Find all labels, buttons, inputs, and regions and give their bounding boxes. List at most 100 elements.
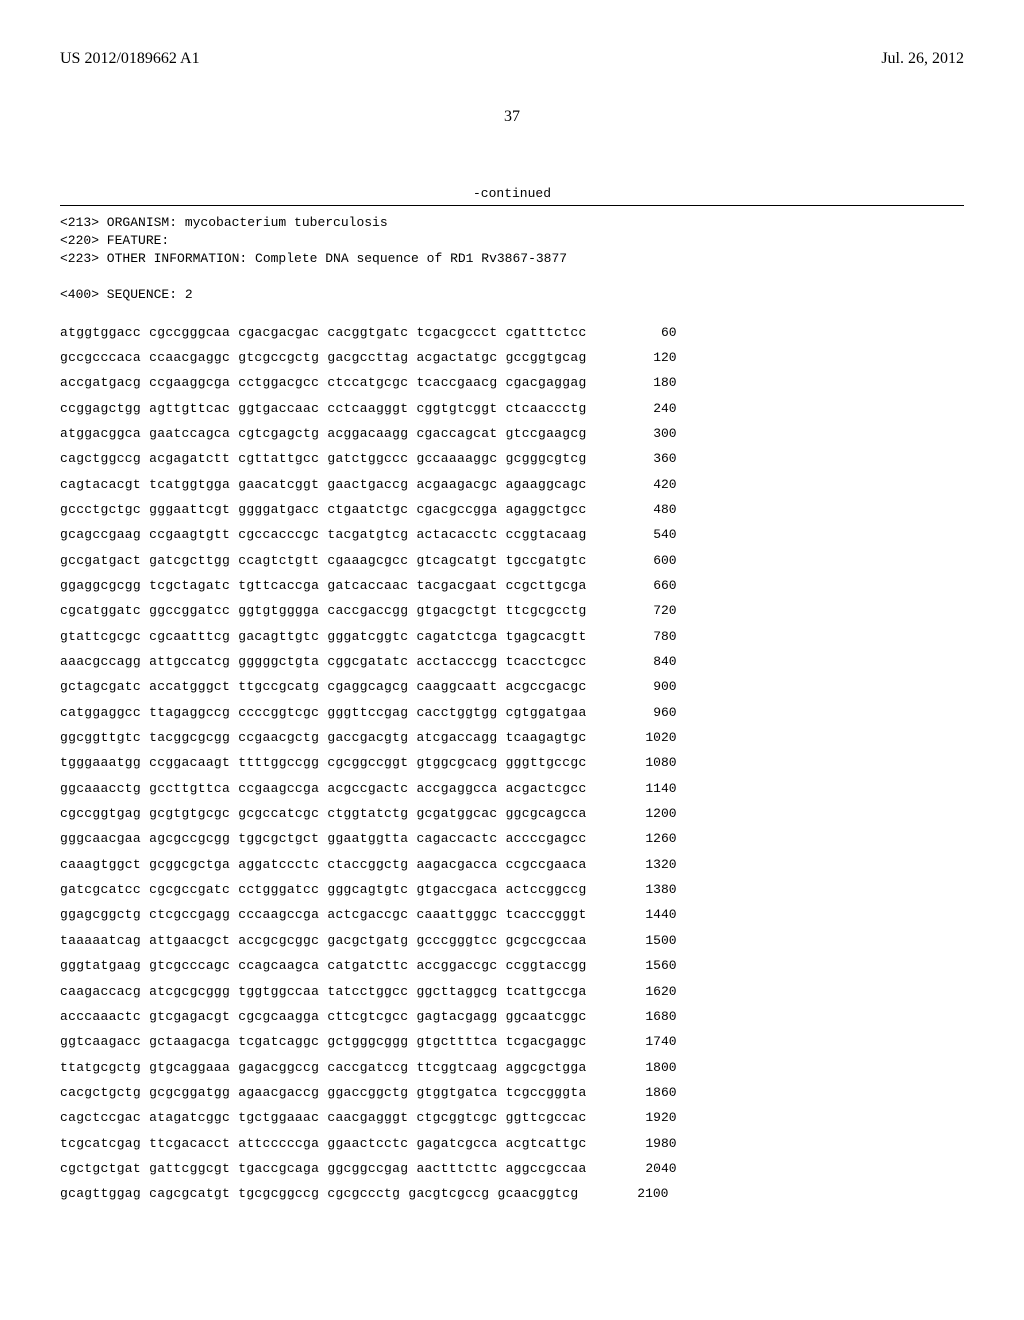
sequence-blocks: gccgcccaca ccaacgaggc gtcgccgctg gacgcct… xyxy=(60,345,587,370)
sequence-position: 60 xyxy=(617,320,677,345)
meta-feature: <220> FEATURE: xyxy=(60,233,169,248)
sequence-row: tcgcatcgag ttcgacacct attcccccga ggaactc… xyxy=(60,1131,964,1156)
sequence-row: ttatgcgctg gtgcaggaaa gagacggccg caccgat… xyxy=(60,1055,964,1080)
sequence-position: 1920 xyxy=(617,1105,677,1130)
sequence-blocks: cacgctgctg gcgcggatgg agaacgaccg ggaccgg… xyxy=(60,1080,587,1105)
meta-other-info: <223> OTHER INFORMATION: Complete DNA se… xyxy=(60,251,567,266)
sequence-blocks: gggcaacgaa agcgccgcgg tggcgctgct ggaatgg… xyxy=(60,826,587,851)
sequence-row: accgatgacg ccgaaggcga cctggacgcc ctccatg… xyxy=(60,370,964,395)
sequence-row: cgcatggatc ggccggatcc ggtgtgggga caccgac… xyxy=(60,598,964,623)
sequence-row: ggagcggctg ctcgccgagg cccaagccga actcgac… xyxy=(60,902,964,927)
sequence-row: ggcaaacctg gccttgttca ccgaagccga acgccga… xyxy=(60,776,964,801)
sequence-blocks: gcagttggag cagcgcatgt tgcgcggccg cgcgccc… xyxy=(60,1181,578,1206)
sequence-row: acccaaactc gtcgagacgt cgcgcaagga cttcgtc… xyxy=(60,1004,964,1029)
sequence-row: gctagcgatc accatgggct ttgccgcatg cgaggca… xyxy=(60,674,964,699)
sequence-row: cgctgctgat gattcggcgt tgaccgcaga ggcggcc… xyxy=(60,1156,964,1181)
sequence-position: 600 xyxy=(617,548,677,573)
sequence-position: 660 xyxy=(617,573,677,598)
sequence-row: gccgcccaca ccaacgaggc gtcgccgctg gacgcct… xyxy=(60,345,964,370)
sequence-row: gggtatgaag gtcgcccagc ccagcaagca catgatc… xyxy=(60,953,964,978)
sequence-position: 900 xyxy=(617,674,677,699)
sequence-position: 1320 xyxy=(617,852,677,877)
sequence-row: gtattcgcgc cgcaatttcg gacagttgtc gggatcg… xyxy=(60,624,964,649)
sequence-row: atggtggacc cgccgggcaa cgacgacgac cacggtg… xyxy=(60,320,964,345)
sequence-position: 1140 xyxy=(617,776,677,801)
sequence-position: 780 xyxy=(617,624,677,649)
sequence-header: <400> SEQUENCE: 2 xyxy=(60,287,964,302)
sequence-position: 360 xyxy=(617,446,677,471)
sequence-blocks: accgatgacg ccgaaggcga cctggacgcc ctccatg… xyxy=(60,370,587,395)
sequence-position: 1380 xyxy=(617,877,677,902)
sequence-row: ccggagctgg agttgttcac ggtgaccaac cctcaag… xyxy=(60,396,964,421)
sequence-row: cagctccgac atagatcggc tgctggaaac caacgag… xyxy=(60,1105,964,1130)
sequence-position: 1620 xyxy=(617,979,677,1004)
sequence-position: 420 xyxy=(617,472,677,497)
sequence-position: 1080 xyxy=(617,750,677,775)
publication-date: Jul. 26, 2012 xyxy=(881,50,964,68)
sequence-position: 1860 xyxy=(617,1080,677,1105)
sequence-blocks: cgctgctgat gattcggcgt tgaccgcaga ggcggcc… xyxy=(60,1156,587,1181)
sequence-blocks: cagtacacgt tcatggtgga gaacatcggt gaactga… xyxy=(60,472,587,497)
sequence-blocks: atggacggca gaatccagca cgtcgagctg acggaca… xyxy=(60,421,587,446)
sequence-row: ggcggttgtc tacggcgcgg ccgaacgctg gaccgac… xyxy=(60,725,964,750)
sequence-row: cgccggtgag gcgtgtgcgc gcgccatcgc ctggtat… xyxy=(60,801,964,826)
sequence-blocks: cagctccgac atagatcggc tgctggaaac caacgag… xyxy=(60,1105,587,1130)
sequence-row: cagctggccg acgagatctt cgttattgcc gatctgg… xyxy=(60,446,964,471)
sequence-blocks: acccaaactc gtcgagacgt cgcgcaagga cttcgtc… xyxy=(60,1004,587,1029)
sequence-blocks: cgccggtgag gcgtgtgcgc gcgccatcgc ctggtat… xyxy=(60,801,587,826)
sequence-row: gccgatgact gatcgcttgg ccagtctgtt cgaaagc… xyxy=(60,548,964,573)
continued-label: -continued xyxy=(60,186,964,201)
sequence-row: ggtcaagacc gctaagacga tcgatcaggc gctgggc… xyxy=(60,1029,964,1054)
sequence-blocks: catggaggcc ttagaggccg ccccggtcgc gggttcc… xyxy=(60,700,587,725)
sequence-blocks: gccctgctgc gggaattcgt ggggatgacc ctgaatc… xyxy=(60,497,587,522)
sequence-blocks: gcagccgaag ccgaagtgtt cgccacccgc tacgatg… xyxy=(60,522,587,547)
sequence-blocks: gatcgcatcc cgcgccgatc cctgggatcc gggcagt… xyxy=(60,877,587,902)
sequence-position: 1260 xyxy=(617,826,677,851)
sequence-row: cagtacacgt tcatggtgga gaacatcggt gaactga… xyxy=(60,472,964,497)
sequence-row: gcagccgaag ccgaagtgtt cgccacccgc tacgatg… xyxy=(60,522,964,547)
sequence-row: cacgctgctg gcgcggatgg agaacgaccg ggaccgg… xyxy=(60,1080,964,1105)
sequence-row: gccctgctgc gggaattcgt ggggatgacc ctgaatc… xyxy=(60,497,964,522)
sequence-row: caagaccacg atcgcgcggg tggtggccaa tatcctg… xyxy=(60,979,964,1004)
sequence-position: 960 xyxy=(617,700,677,725)
sequence-position: 1980 xyxy=(617,1131,677,1156)
sequence-blocks: caaagtggct gcggcgctga aggatccctc ctaccgg… xyxy=(60,852,587,877)
sequence-position: 540 xyxy=(617,522,677,547)
sequence-row: atggacggca gaatccagca cgtcgagctg acggaca… xyxy=(60,421,964,446)
sequence-blocks: ccggagctgg agttgttcac ggtgaccaac cctcaag… xyxy=(60,396,587,421)
sequence-row: gggcaacgaa agcgccgcgg tggcgctgct ggaatgg… xyxy=(60,826,964,851)
sequence-position: 240 xyxy=(617,396,677,421)
sequence-position: 1440 xyxy=(617,902,677,927)
sequence-position: 180 xyxy=(617,370,677,395)
sequence-position: 1740 xyxy=(617,1029,677,1054)
page-container: US 2012/0189662 A1 Jul. 26, 2012 37 -con… xyxy=(0,0,1024,1257)
sequence-row: gatcgcatcc cgcgccgatc cctgggatcc gggcagt… xyxy=(60,877,964,902)
sequence-row: gcagttggag cagcgcatgt tgcgcggccg cgcgccc… xyxy=(60,1181,964,1206)
sequence-blocks: gccgatgact gatcgcttgg ccagtctgtt cgaaagc… xyxy=(60,548,587,573)
sequence-blocks: cgcatggatc ggccggatcc ggtgtgggga caccgac… xyxy=(60,598,587,623)
sequence-blocks: gctagcgatc accatgggct ttgccgcatg cgaggca… xyxy=(60,674,587,699)
sequence-blocks: tgggaaatgg ccggacaagt ttttggccgg cgcggcc… xyxy=(60,750,587,775)
sequence-position: 2100 xyxy=(608,1181,668,1206)
sequence-table: atggtggacc cgccgggcaa cgacgacgac cacggtg… xyxy=(60,320,964,1207)
sequence-blocks: ggtcaagacc gctaagacga tcgatcaggc gctgggc… xyxy=(60,1029,587,1054)
sequence-blocks: cagctggccg acgagatctt cgttattgcc gatctgg… xyxy=(60,446,587,471)
sequence-position: 1800 xyxy=(617,1055,677,1080)
page-header: US 2012/0189662 A1 Jul. 26, 2012 xyxy=(60,50,964,68)
sequence-position: 300 xyxy=(617,421,677,446)
sequence-blocks: taaaaatcag attgaacgct accgcgcggc gacgctg… xyxy=(60,928,587,953)
sequence-position: 1680 xyxy=(617,1004,677,1029)
sequence-blocks: ggaggcgcgg tcgctagatc tgttcaccga gatcacc… xyxy=(60,573,587,598)
sequence-row: tgggaaatgg ccggacaagt ttttggccgg cgcggcc… xyxy=(60,750,964,775)
sequence-blocks: caagaccacg atcgcgcggg tggtggccaa tatcctg… xyxy=(60,979,587,1004)
sequence-row: catggaggcc ttagaggccg ccccggtcgc gggttcc… xyxy=(60,700,964,725)
page-number: 37 xyxy=(60,108,964,126)
sequence-blocks: ggcaaacctg gccttgttca ccgaagccga acgccga… xyxy=(60,776,587,801)
sequence-row: caaagtggct gcggcgctga aggatccctc ctaccgg… xyxy=(60,852,964,877)
sequence-blocks: tcgcatcgag ttcgacacct attcccccga ggaactc… xyxy=(60,1131,587,1156)
sequence-blocks: aaacgccagg attgccatcg gggggctgta cggcgat… xyxy=(60,649,587,674)
sequence-row: aaacgccagg attgccatcg gggggctgta cggcgat… xyxy=(60,649,964,674)
sequence-blocks: ttatgcgctg gtgcaggaaa gagacggccg caccgat… xyxy=(60,1055,587,1080)
sequence-position: 1560 xyxy=(617,953,677,978)
sequence-position: 2040 xyxy=(617,1156,677,1181)
